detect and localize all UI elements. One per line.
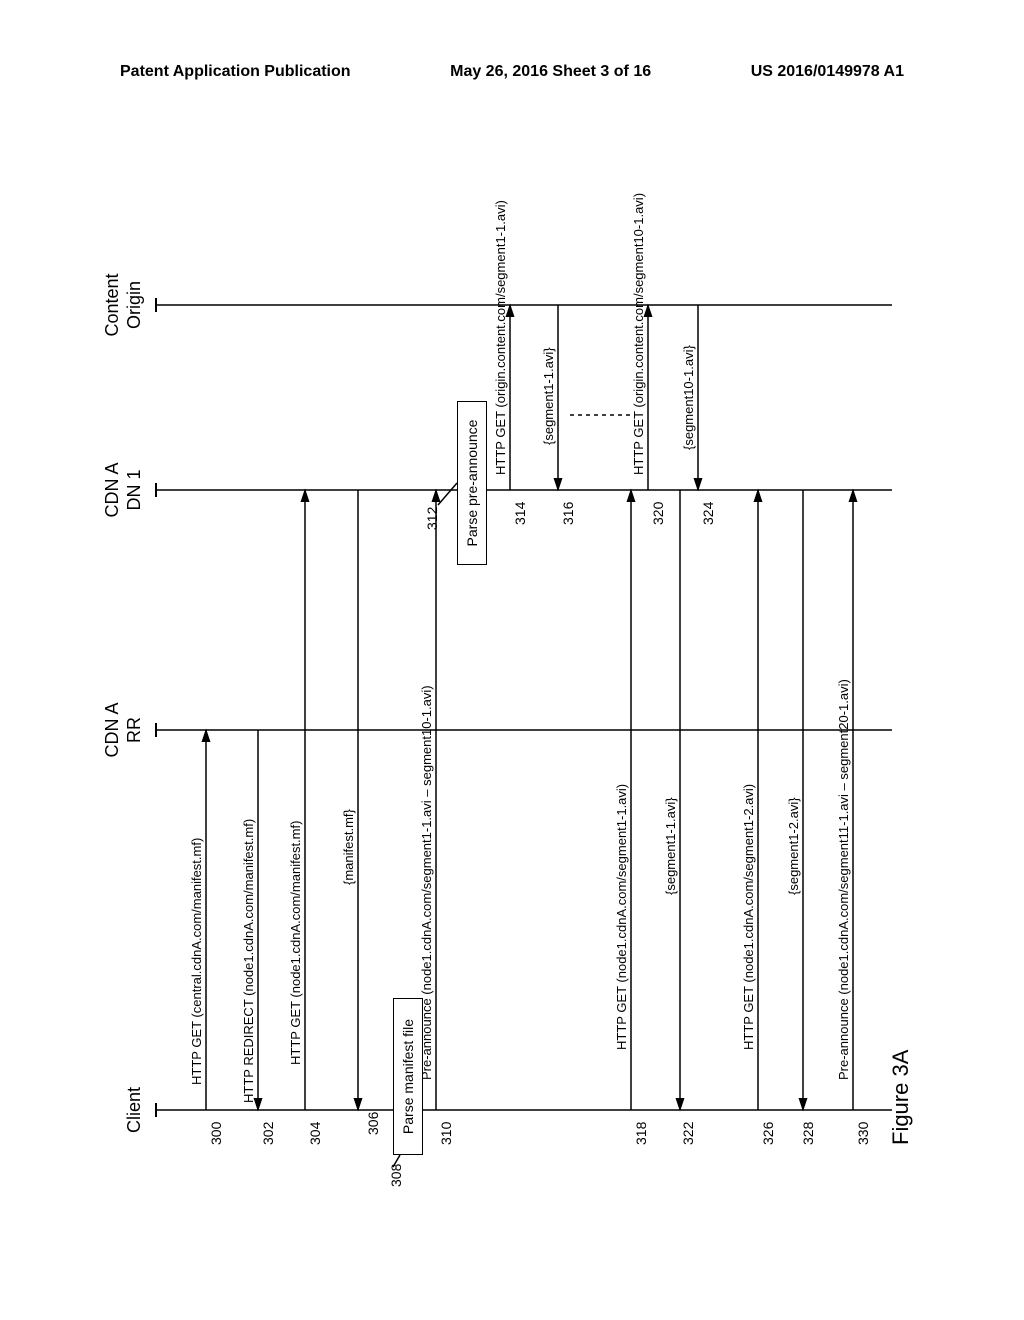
message-label: HTTP GET (node1.cdnA.com/segment1-1.avi) xyxy=(614,784,629,1050)
ref-number: 324 xyxy=(700,502,716,525)
message-label: HTTP REDIRECT (node1.cdnA.com/manifest.m… xyxy=(241,819,256,1103)
lifeline-tick xyxy=(155,298,157,312)
message-label: Pre-announce (node1.cdnA.com/segment11-1… xyxy=(836,679,851,1080)
sequence-diagram: ClientCDN A RRCDN A DN 1Content OriginHT… xyxy=(100,381,1024,1205)
ref-number: 302 xyxy=(260,1122,276,1145)
ref-number: 326 xyxy=(760,1122,776,1145)
message-label: HTTP GET (origin.content.com/segment10-1… xyxy=(631,193,646,475)
ref-number: 306 xyxy=(365,1112,381,1135)
figure-label: Figure 3A xyxy=(888,1050,914,1145)
lifeline-tick xyxy=(155,723,157,737)
message-label: {segment1-2.avi} xyxy=(786,797,801,895)
lifeline-tick xyxy=(155,1103,157,1117)
ref-number: 328 xyxy=(800,1122,816,1145)
ref-number: 314 xyxy=(512,502,528,525)
header-right: US 2016/0149978 A1 xyxy=(751,63,904,81)
ref-number: 312 xyxy=(424,507,440,530)
message-label: HTTP GET (node1.cdnA.com/manifest.mf) xyxy=(288,821,303,1065)
lifeline-label-rr: CDN A RR xyxy=(102,675,145,785)
process-box-parse_pre: Parse pre-announce xyxy=(457,401,487,565)
ref-number: 322 xyxy=(680,1122,696,1145)
ref-number: 316 xyxy=(560,502,576,525)
message-label: {segment1-1.avi} xyxy=(663,797,678,895)
ref-number: 300 xyxy=(208,1122,224,1145)
process-box-parse_manifest: Parse manifest file xyxy=(393,998,423,1155)
message-label: HTTP GET (central.cdnA.com/manifest.mf) xyxy=(189,838,204,1085)
message-label: {segment1-1.avi} xyxy=(541,347,556,445)
ref-number: 330 xyxy=(855,1122,871,1145)
lifeline-label-dn1: CDN A DN 1 xyxy=(102,435,145,545)
ref-number: 320 xyxy=(650,502,666,525)
header-left: Patent Application Publication xyxy=(120,63,351,81)
message-label: HTTP GET (node1.cdnA.com/segment1-2.avi) xyxy=(741,784,756,1050)
message-label: {segment10-1.avi} xyxy=(681,345,696,450)
ref-number: 308 xyxy=(388,1164,404,1187)
ref-number: 304 xyxy=(307,1122,323,1145)
message-label: {manifest.mf} xyxy=(341,809,356,885)
lifeline-label-client: Client xyxy=(124,1055,146,1165)
lifeline-tick xyxy=(155,483,157,497)
message-label: HTTP GET (origin.content.com/segment1-1.… xyxy=(493,200,508,475)
lifeline-label-origin: Content Origin xyxy=(102,250,145,360)
page-header: Patent Application Publication May 26, 2… xyxy=(0,63,1024,81)
ref-number: 310 xyxy=(438,1122,454,1145)
ref-number: 318 xyxy=(633,1122,649,1145)
header-middle: May 26, 2016 Sheet 3 of 16 xyxy=(450,63,651,81)
